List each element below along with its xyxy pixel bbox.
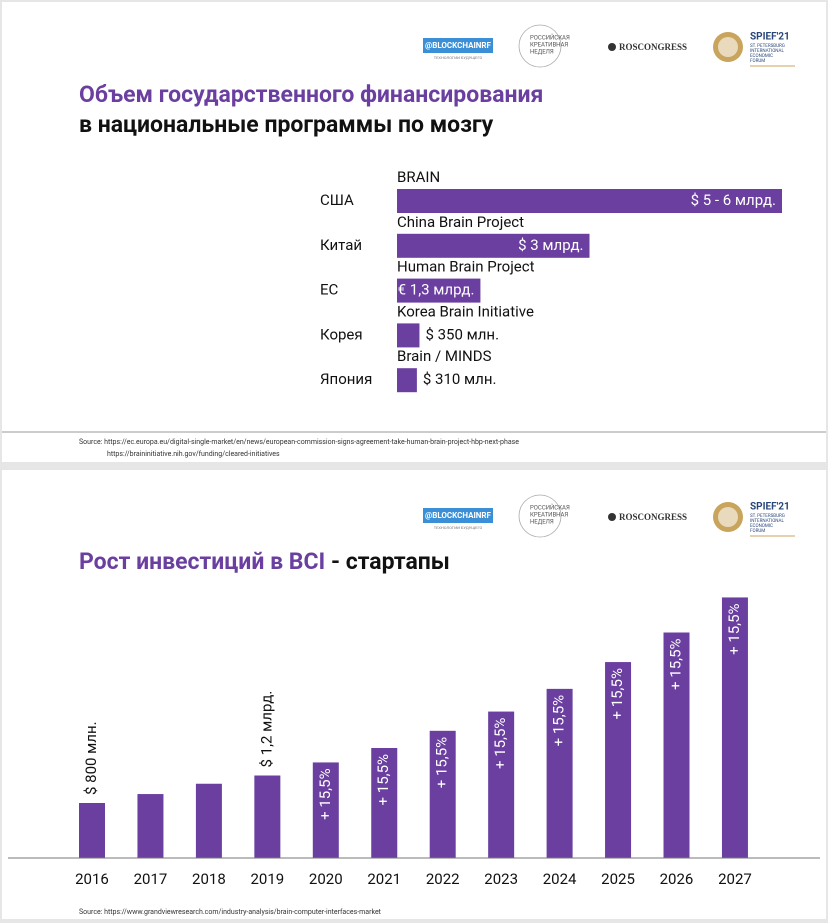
logo-text: SPIEF'21 bbox=[750, 502, 790, 513]
slide-2 bbox=[2, 470, 826, 919]
logo-text: КРЕАТИВНАЯ bbox=[530, 512, 568, 519]
source: https://braininitiative.nih.gov/funding/… bbox=[107, 450, 280, 458]
logo-text: НЕДЕЛЯ bbox=[530, 519, 554, 526]
logo-text: РОССИЙСКАЯ bbox=[530, 505, 570, 512]
logo-text: ECONOMIC bbox=[750, 53, 773, 59]
bar bbox=[397, 368, 417, 393]
logo-text: @BLOCKCHAINRF bbox=[425, 41, 492, 50]
bar bbox=[397, 189, 782, 213]
category-label: Япония bbox=[320, 370, 372, 388]
logo-text: ТЕХНОЛОГИИ БУДУЩЕГО bbox=[434, 525, 483, 530]
bar bbox=[371, 748, 398, 858]
logo-blockchain bbox=[423, 508, 493, 523]
value-label: $ 5 - 6 млрд. bbox=[691, 191, 776, 209]
growth-label: + 15,5% bbox=[316, 768, 334, 819]
bar bbox=[254, 775, 281, 858]
bar bbox=[79, 803, 105, 858]
growth-label: + 15,5% bbox=[725, 603, 743, 654]
value-label: € 1,3 млрд. bbox=[398, 281, 475, 299]
bar bbox=[546, 688, 573, 858]
x-tick-label: 2018 bbox=[192, 870, 226, 888]
x-tick-label: 2020 bbox=[309, 870, 343, 888]
logo-text: ECONOMIC bbox=[750, 523, 773, 529]
growth-label: + 15,5% bbox=[608, 668, 626, 719]
logo-text: FORUM bbox=[750, 58, 765, 64]
value-label: $ 310 млн. bbox=[423, 370, 497, 388]
logo-creative bbox=[518, 494, 562, 538]
x-tick-label: 2023 bbox=[484, 870, 518, 888]
logo-text: РОССИЙСКАЯ bbox=[530, 35, 570, 42]
chart-title: Рост инвестиций в BCI - стартапы bbox=[79, 548, 450, 575]
logo-text: ROSCONGRESS bbox=[619, 512, 687, 522]
growth-label: + 15,5% bbox=[374, 754, 392, 805]
bar bbox=[397, 233, 590, 258]
bar bbox=[721, 597, 748, 858]
value-label: $ 350 млн. bbox=[425, 325, 499, 343]
bar bbox=[312, 762, 339, 858]
category-label: США bbox=[320, 191, 354, 209]
category-label: Корея bbox=[320, 325, 363, 343]
logo-text: FORUM bbox=[750, 528, 765, 534]
growth-label: + 15,5% bbox=[433, 737, 451, 788]
logo-text: INTERNATIONAL bbox=[750, 48, 784, 54]
source: Source: https://www.grandviewresearch.co… bbox=[79, 908, 382, 916]
logo-text: ST. PETERSBURG bbox=[750, 513, 785, 519]
bar bbox=[397, 278, 481, 303]
title-suffix: - стартапы bbox=[325, 548, 450, 575]
program-label: China Brain Project bbox=[397, 213, 524, 231]
program-label: Human Brain Project bbox=[397, 258, 535, 276]
slide-1 bbox=[2, 2, 826, 462]
logo-text: КРЕАТИВНАЯ bbox=[530, 42, 568, 49]
growth-label: + 15,5% bbox=[491, 718, 509, 769]
value-label: $ 800 млн. bbox=[82, 721, 100, 795]
x-tick-label: 2021 bbox=[367, 870, 401, 888]
program-label: BRAIN bbox=[397, 168, 440, 186]
bar bbox=[137, 794, 164, 858]
program-label: Korea Brain Initiative bbox=[397, 302, 534, 320]
x-tick-label: 2024 bbox=[543, 870, 577, 888]
logo-text: ТЕХНОЛОГИИ БУДУЩЕГО bbox=[434, 55, 483, 60]
logo-text: ROSCONGRESS bbox=[619, 42, 687, 52]
logo-blockchain bbox=[423, 38, 493, 53]
growth-label: + 15,5% bbox=[550, 695, 568, 746]
logo-creative bbox=[518, 24, 562, 68]
logo-flower bbox=[608, 43, 616, 51]
logo-text: ST. PETERSBURG bbox=[750, 43, 785, 49]
x-tick-label: 2019 bbox=[250, 870, 284, 888]
category-label: ЕС bbox=[320, 281, 339, 299]
chart-subtitle: в национальные программы по мозгу bbox=[79, 111, 494, 138]
x-tick-label: 2022 bbox=[426, 870, 460, 888]
x-tick-label: 2027 bbox=[718, 870, 752, 888]
logo-spief-inner bbox=[718, 507, 738, 527]
logo-text: @BLOCKCHAINRF bbox=[425, 511, 492, 520]
growth-label: + 15,5% bbox=[666, 638, 684, 689]
logo-spief-inner bbox=[718, 37, 738, 57]
value-label: $ 1,2 млрд. bbox=[257, 691, 275, 768]
bar bbox=[605, 662, 632, 858]
value-label: $ 3 млрд. bbox=[518, 236, 583, 254]
bar bbox=[488, 711, 515, 858]
bar bbox=[397, 323, 420, 348]
source: Source: https://ec.europa.eu/digital-sin… bbox=[79, 438, 519, 446]
logo-text: НЕДЕЛЯ bbox=[530, 49, 554, 56]
logo-text: SPIEF'21 bbox=[750, 32, 790, 43]
program-label: Brain / MINDS bbox=[397, 347, 492, 365]
x-tick-label: 2025 bbox=[601, 870, 635, 888]
title-main: Рост инвестиций в BCI bbox=[79, 548, 325, 575]
x-tick-label: 2017 bbox=[134, 870, 168, 888]
bar bbox=[429, 730, 456, 858]
bar bbox=[195, 783, 222, 858]
x-tick-label: 2016 bbox=[75, 870, 109, 888]
chart-title: Объем государственного финансирования bbox=[79, 81, 543, 108]
logo-text: INTERNATIONAL bbox=[750, 518, 784, 524]
logo-flower bbox=[608, 513, 616, 521]
bar bbox=[663, 632, 690, 858]
category-label: Китай bbox=[320, 236, 362, 254]
x-tick-label: 2026 bbox=[660, 870, 694, 888]
